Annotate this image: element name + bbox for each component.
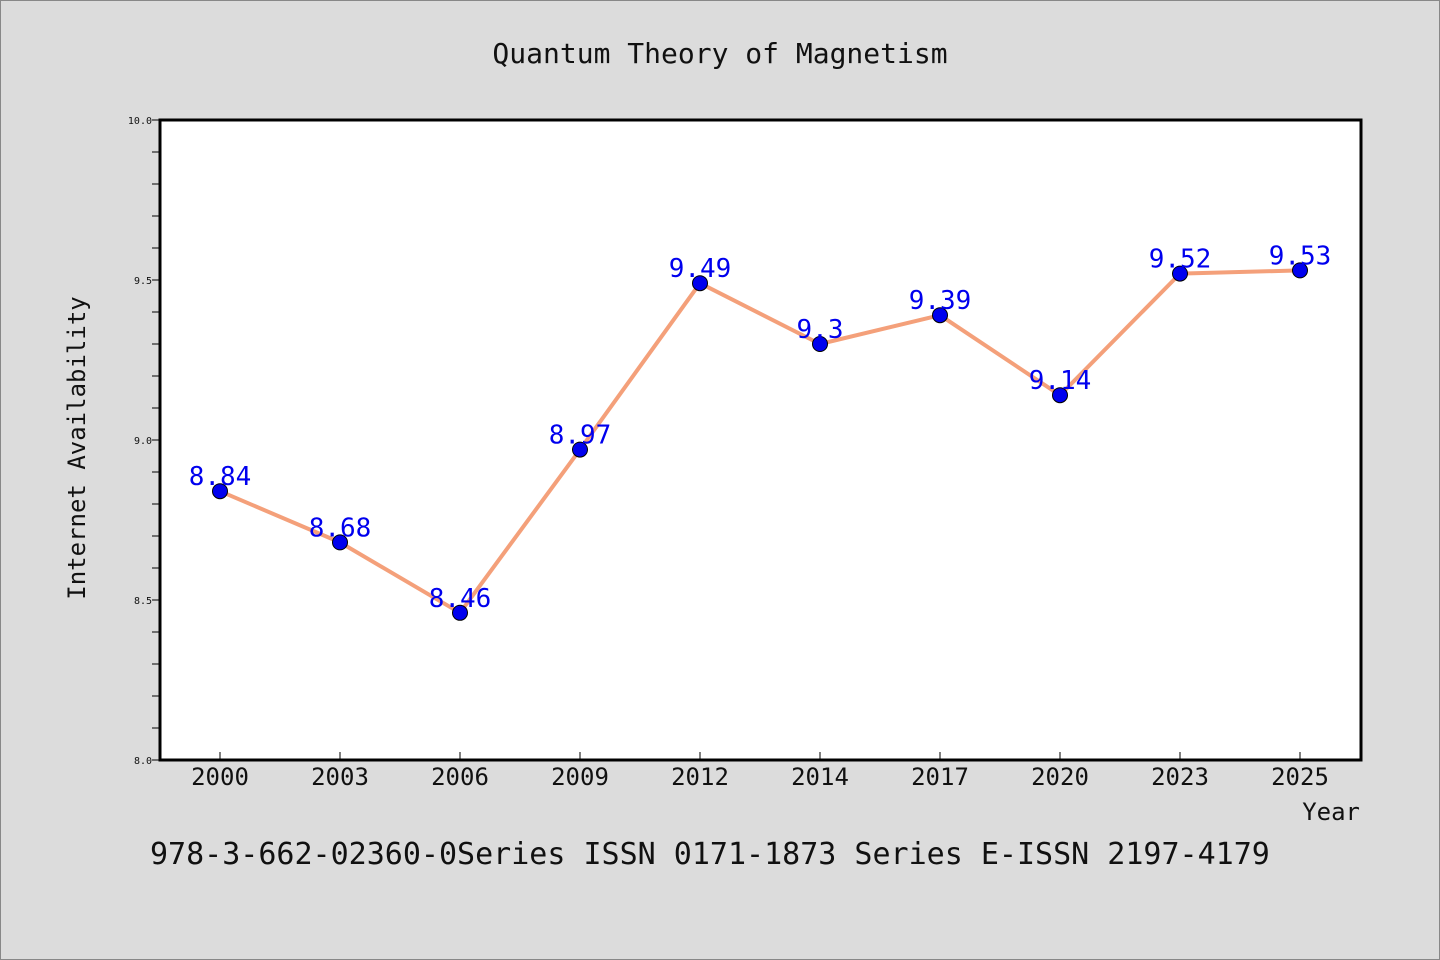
- data-point: [1052, 387, 1068, 404]
- data-label: 8.97: [549, 421, 612, 451]
- data-point: [932, 307, 948, 324]
- x-axis-ticks: 2000 2003 2006 2009 2012 2014 2017 2020 2023 2025: [191, 752, 1329, 791]
- data-point: [572, 441, 588, 458]
- footer-text: 978-3-662-02360-0Series ISSN 0171-1873 S…: [150, 837, 1270, 872]
- x-tick-label: 2000: [191, 763, 249, 791]
- x-tick-label: 2009: [551, 763, 609, 791]
- chart-title: Quantum Theory of Magnetism: [492, 37, 947, 70]
- x-tick-label: 2017: [911, 763, 969, 791]
- y-tick-label: 10.0: [128, 116, 152, 127]
- data-label: 9.14: [1029, 366, 1092, 396]
- series-group: 8.84 8.68 8.46 8.97 9.49 9.3 9.39 9.14 9.52 9.53: [189, 241, 1332, 621]
- x-tick-label: 2014: [791, 763, 849, 791]
- x-tick-label: 2012: [671, 763, 729, 791]
- data-point: [812, 336, 828, 352]
- x-tick-label: 2020: [1031, 763, 1089, 791]
- data-label: 8.68: [309, 513, 372, 543]
- data-label: 8.84: [189, 462, 252, 492]
- data-point: [692, 275, 708, 292]
- y-axis-label: Internet Availability: [63, 296, 91, 599]
- data-point: [1292, 262, 1308, 279]
- data-point: [452, 604, 468, 621]
- y-tick-label: 8.5: [134, 596, 152, 607]
- y-tick-label: 8.0: [134, 756, 152, 767]
- y-axis-ticks: 8.0 8.5 9.0 9.5 10.0: [128, 116, 160, 767]
- y-axis-minor-ticks: [152, 151, 160, 729]
- x-tick-label: 2006: [431, 763, 489, 791]
- plot-area: [158, 118, 1363, 762]
- x-tick-label: 2025: [1271, 763, 1329, 791]
- data-label: 9.3: [797, 315, 844, 345]
- data-label: 9.53: [1269, 241, 1332, 271]
- data-label: 8.46: [429, 584, 492, 614]
- series-line: [218, 268, 1302, 615]
- y-tick-label: 9.5: [134, 276, 152, 287]
- data-label: 9.49: [669, 254, 732, 284]
- data-point: [1172, 265, 1188, 282]
- x-axis-label: Year: [1302, 798, 1360, 826]
- data-label: 9.39: [909, 286, 972, 316]
- y-tick-label: 9.0: [134, 436, 152, 447]
- data-point: [212, 483, 228, 500]
- data-label: 9.52: [1149, 245, 1212, 275]
- data-point: [332, 534, 348, 551]
- x-tick-label: 2023: [1151, 763, 1209, 791]
- x-tick-label: 2003: [311, 763, 369, 791]
